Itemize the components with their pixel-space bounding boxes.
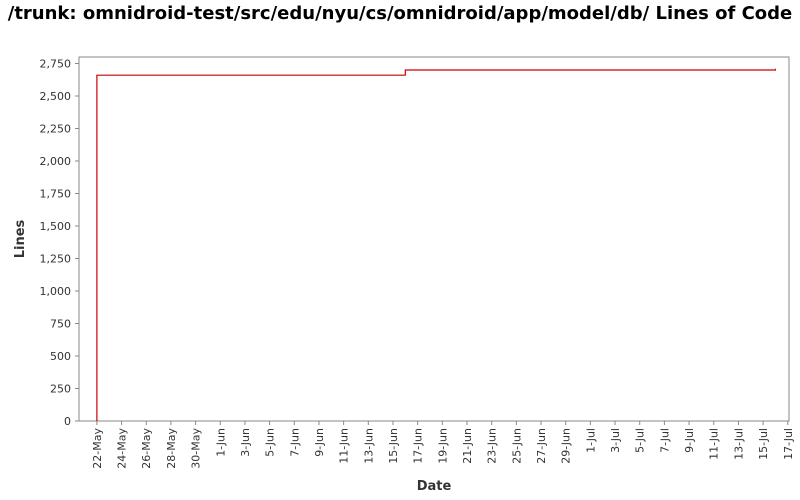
x-tick-label: 3-Jun — [239, 428, 252, 457]
x-tick-label: 15-Jun — [387, 428, 400, 464]
x-tick-label: 23-Jun — [486, 428, 499, 464]
chart-title: /trunk: omnidroid-test/src/edu/nyu/cs/om… — [7, 3, 793, 24]
y-tick-label: 1,500 — [40, 220, 72, 233]
x-tick-label: 19-Jun — [436, 428, 449, 464]
x-tick-label: 15-Jul — [757, 428, 770, 460]
x-tick-label: 1-Jul — [584, 428, 597, 453]
x-tick-label: 28-May — [165, 428, 178, 469]
x-tick-label: 24-May — [116, 428, 129, 469]
x-axis: 22-May 24-May 26-May 28-May 30-May 1-Jun 3-Jun… — [91, 421, 795, 469]
x-tick-label: 7-Jun — [288, 428, 301, 457]
x-tick-label: 11-Jun — [338, 428, 351, 464]
x-tick-label: 17-Jul — [782, 428, 795, 460]
y-tick-label: 750 — [50, 318, 71, 331]
y-tick-label: 2,500 — [40, 90, 72, 103]
x-tick-label: 25-Jun — [510, 428, 523, 464]
x-tick-label: 21-Jun — [461, 428, 474, 464]
x-tick-label: 29-Jun — [560, 428, 573, 464]
x-tick-label: 13-Jul — [732, 428, 745, 460]
y-tick-label: 2,750 — [40, 58, 72, 71]
x-tick-label: 7-Jul — [658, 428, 671, 453]
y-tick-label: 1,250 — [40, 253, 72, 266]
x-tick-label: 17-Jun — [412, 428, 425, 464]
y-tick-label: 2,000 — [40, 155, 72, 168]
x-tick-label: 1-Jun — [214, 428, 227, 457]
x-tick-label: 9-Jun — [313, 428, 326, 457]
x-tick-label: 5-Jun — [264, 428, 277, 457]
y-tick-label: 2,250 — [40, 123, 72, 136]
x-tick-label: 9-Jul — [683, 428, 696, 453]
plot-area — [78, 56, 790, 422]
series-layer — [96, 68, 776, 421]
y-tick-label: 250 — [50, 383, 71, 396]
x-tick-label: 27-Jun — [535, 428, 548, 464]
y-axis-label: Lines — [13, 219, 28, 258]
x-tick-label: 3-Jul — [609, 428, 622, 453]
y-tick-label: 0 — [64, 415, 71, 428]
y-tick-label: 1,750 — [40, 188, 72, 201]
x-tick-label: 5-Jul — [634, 428, 647, 453]
y-tick-label: 500 — [50, 350, 71, 363]
x-tick-label: 26-May — [140, 428, 153, 469]
x-tick-label: 11-Jul — [708, 428, 721, 460]
series-line — [96, 68, 776, 421]
x-tick-label: 13-Jun — [362, 428, 375, 464]
y-axis: 0 250 500 750 1,000 1,250 1,500 1,750 2,000 2,250… — [40, 58, 79, 428]
x-axis-label: Date — [417, 479, 452, 494]
y-tick-label: 1,000 — [40, 285, 72, 298]
x-tick-label: 30-May — [190, 428, 203, 469]
x-tick-label: 22-May — [91, 428, 104, 469]
